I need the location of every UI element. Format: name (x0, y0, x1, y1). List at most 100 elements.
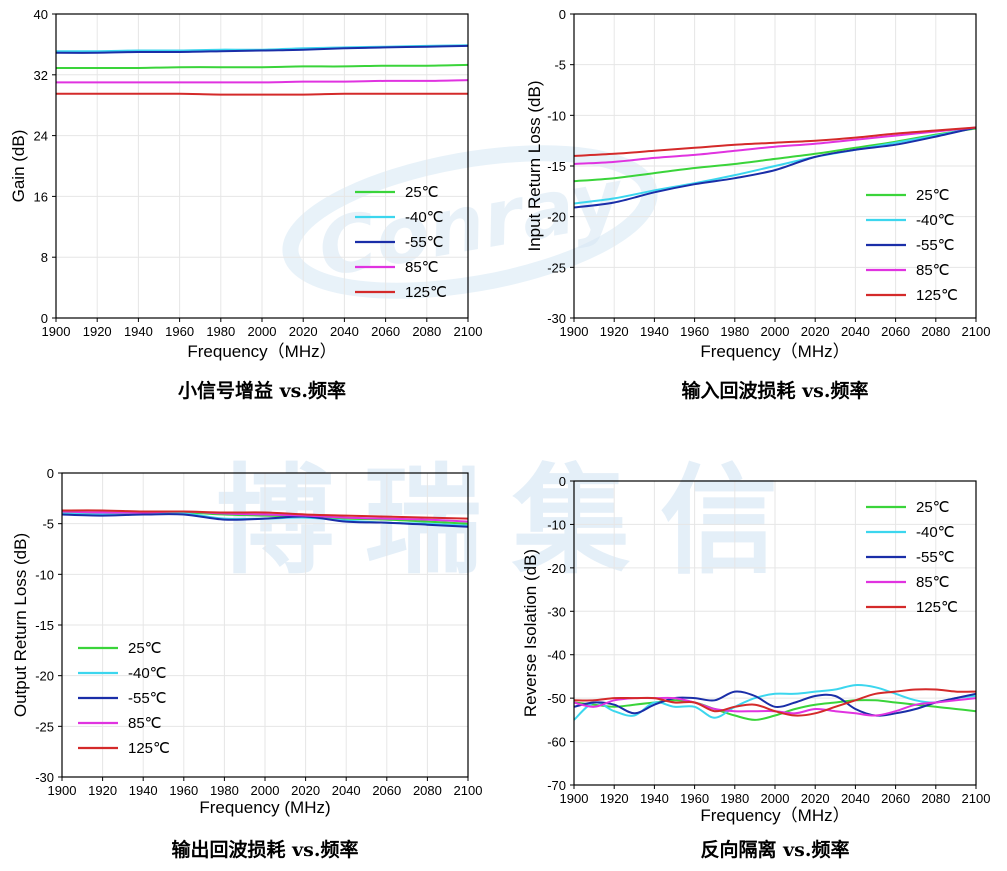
y-tick-label: -15 (547, 159, 566, 174)
x-tick-label: 2000 (761, 791, 790, 806)
y-tick-label: -30 (547, 311, 566, 326)
series-line-125 (61, 509, 469, 520)
x-tick-label: 2040 (841, 324, 870, 339)
x-tick-label: 1920 (83, 324, 112, 339)
y-tick-label: -30 (35, 770, 54, 785)
series-line-85 (61, 510, 469, 523)
chart-caption: 输出回波损耗 vs.频率 (172, 838, 359, 861)
x-tick-label: 1920 (600, 791, 629, 806)
series-line--55 (573, 690, 977, 717)
series-line--55 (573, 126, 977, 209)
legend-label: -40℃ (405, 209, 444, 226)
y-tick-label: 0 (47, 466, 54, 481)
x-axis-title: Frequency（MHz） (187, 342, 336, 361)
y-tick-label: 0 (559, 474, 566, 489)
y-tick-label: 40 (34, 7, 48, 22)
y-axis-title: Reverse Isolation (dB) (521, 549, 540, 717)
y-tick-label: -10 (547, 108, 566, 123)
y-tick-label: -25 (35, 719, 54, 734)
x-tick-label: 2020 (801, 791, 830, 806)
legend-label: -55℃ (916, 549, 955, 566)
chart-caption: 输入回波损耗 vs.频率 (682, 379, 869, 402)
x-tick-label: 2000 (251, 783, 280, 798)
legend-label: -40℃ (916, 524, 955, 541)
x-tick-label: 1920 (88, 783, 117, 798)
x-tick-label: 2040 (330, 324, 359, 339)
y-axis-title: Output Return Loss (dB) (11, 533, 30, 717)
series-line-25 (56, 63, 469, 70)
legend-label: 25℃ (916, 499, 950, 516)
y-tick-label: 0 (41, 311, 48, 326)
x-tick-label: 2100 (454, 324, 483, 339)
x-tick-label: 1960 (680, 791, 709, 806)
series-line-85 (55, 79, 469, 84)
x-tick-label: 2100 (962, 791, 991, 806)
legend-label: 85℃ (916, 574, 950, 591)
input-return-loss-chart: 1900 1920 1940 1960 1980 2000 2020 2040 2060 2080… (525, 7, 990, 402)
y-tick-label: 8 (41, 250, 48, 265)
chart-caption: 反向隔离 vs.频率 (701, 838, 850, 861)
y-tick-label: -20 (547, 210, 566, 225)
y-tick-label: -10 (35, 567, 54, 582)
legend-label: -55℃ (405, 234, 444, 251)
x-axis-title: Frequency（MHz） (700, 806, 849, 825)
x-tick-label: 1940 (640, 791, 669, 806)
gain-chart: 1900 1920 1940 1960 1980 2000 2020 2040 2060 2080… (9, 7, 482, 402)
x-tick-label: 1980 (206, 324, 235, 339)
series-line-125 (573, 126, 977, 157)
series-line--55 (55, 44, 469, 54)
legend-label: 85℃ (128, 715, 162, 732)
y-tick-label: -30 (547, 604, 566, 619)
legend-label: 125℃ (405, 284, 447, 301)
legend-label: 25℃ (405, 184, 439, 201)
x-tick-label: 1940 (129, 783, 158, 798)
x-tick-label: 2060 (881, 791, 910, 806)
output-return-loss-chart: 1900 1920 1940 1960 1980 2000 2020 2040 2060 2080… (11, 466, 482, 861)
x-tick-label: 2000 (761, 324, 790, 339)
x-tick-label: 1960 (165, 324, 194, 339)
legend-label: -55℃ (916, 237, 955, 254)
legend-label: 85℃ (916, 262, 950, 279)
x-tick-label: 2080 (412, 324, 441, 339)
x-tick-label: 2020 (291, 783, 320, 798)
legend-label: -55℃ (128, 690, 167, 707)
legend-label: 25℃ (128, 640, 162, 657)
y-tick-label: -5 (554, 58, 566, 73)
series-line-125 (56, 92, 468, 96)
legend-label: 25℃ (916, 187, 950, 204)
x-tick-label: 1980 (720, 324, 749, 339)
x-tick-label: 2040 (332, 783, 361, 798)
series-line-85 (573, 126, 977, 165)
x-tick-label: 2100 (962, 324, 991, 339)
y-tick-label: -5 (42, 517, 54, 532)
y-tick-label: -20 (547, 561, 566, 576)
x-tick-label: 1900 (560, 791, 589, 806)
x-tick-label: 2060 (881, 324, 910, 339)
series-line-25 (573, 699, 977, 721)
series-line--40 (573, 126, 977, 205)
x-tick-label: 2020 (289, 324, 318, 339)
y-tick-label: 16 (34, 189, 48, 204)
y-tick-label: -10 (547, 517, 566, 532)
x-tick-label: 2080 (921, 791, 950, 806)
x-tick-label: 2060 (372, 783, 401, 798)
x-tick-label: 2040 (841, 791, 870, 806)
y-tick-label: -50 (547, 691, 566, 706)
series-line--55 (61, 513, 469, 528)
legend-label: 125℃ (128, 740, 170, 757)
y-axis-title: Gain (dB) (9, 130, 28, 203)
x-tick-label: 1960 (169, 783, 198, 798)
x-tick-label: 1900 (560, 324, 589, 339)
legend-label: -40℃ (916, 212, 955, 229)
x-tick-label: 1940 (640, 324, 669, 339)
y-tick-label: 24 (34, 129, 48, 144)
y-tick-label: -60 (547, 735, 566, 750)
watermark-logo-text: Conray (312, 153, 632, 295)
x-tick-label: 2080 (921, 324, 950, 339)
x-tick-label: 1900 (48, 783, 77, 798)
y-axis-title: Input Return Loss (dB) (525, 80, 544, 251)
x-tick-label: 1920 (600, 324, 629, 339)
x-tick-label: 2000 (248, 324, 277, 339)
legend-label: 85℃ (405, 259, 439, 276)
